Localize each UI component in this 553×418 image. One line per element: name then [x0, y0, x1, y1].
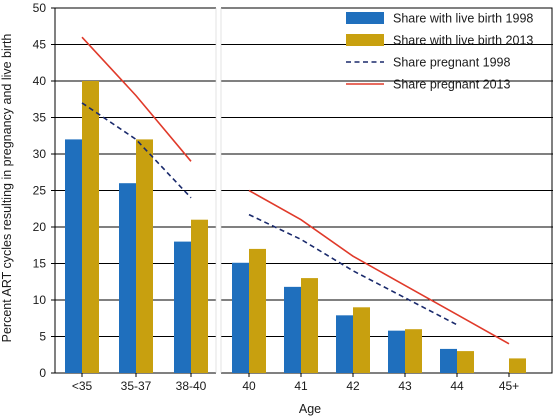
bar-live-birth-2013 — [136, 139, 153, 373]
bar-live-birth-2013 — [301, 278, 318, 373]
x-tick-label: 42 — [346, 379, 360, 393]
panel-separator — [216, 7, 221, 374]
x-tick-label: 45+ — [499, 379, 519, 393]
legend-label: Share with live birth 2013 — [393, 34, 533, 48]
x-tick-label: 43 — [398, 379, 412, 393]
bar-live-birth-1998 — [388, 330, 405, 373]
bar-live-birth-1998 — [284, 286, 301, 373]
y-tick-label: 10 — [33, 293, 47, 307]
line-pregnant-1998 — [248, 213, 458, 326]
y-tick-label: 5 — [39, 330, 46, 344]
legend-label: Share with live birth 1998 — [393, 12, 533, 26]
bar-live-birth-2013 — [249, 248, 266, 373]
x-tick-label: 41 — [294, 379, 308, 393]
line-pregnant-1998 — [81, 102, 192, 199]
bar-live-birth-1998 — [440, 348, 457, 373]
line-pregnant-2013 — [248, 189, 510, 345]
y-tick-label: 30 — [33, 147, 47, 161]
legend-swatch — [346, 34, 384, 46]
y-tick-label: 0 — [39, 366, 46, 380]
bar-live-birth-2013 — [509, 358, 526, 373]
bar-live-birth-2013 — [457, 351, 474, 373]
x-tick-label: 38-40 — [176, 379, 207, 393]
line-pregnant-2013 — [81, 36, 192, 162]
y-axis-title: Percent ART cycles resulting in pregnanc… — [0, 34, 14, 343]
line-layer — [81, 36, 510, 345]
bar-live-birth-2013 — [405, 329, 422, 373]
x-tick-label: 44 — [450, 379, 464, 393]
x-tick-label: 40 — [242, 379, 256, 393]
axis-layer: 0 5 10 15 20 25 30 35 40 45 50 <35 35-37 38-40 40 41 42 4… — [33, 1, 520, 393]
bar-live-birth-2013 — [353, 307, 370, 373]
bar-layer — [65, 81, 526, 373]
legend: Share with live birth 1998 Share with liv… — [346, 12, 533, 92]
y-tick-label: 50 — [33, 1, 47, 15]
x-axis-title: Age — [299, 402, 321, 416]
legend-label: Share pregnant 2013 — [393, 78, 511, 92]
bar-live-birth-1998 — [336, 315, 353, 373]
y-tick-label: 35 — [33, 111, 47, 125]
bar-live-birth-1998 — [119, 183, 136, 373]
x-tick-label: <35 — [72, 379, 93, 393]
legend-swatch — [346, 12, 384, 24]
y-tick-label: 40 — [33, 74, 47, 88]
bar-live-birth-1998 — [174, 241, 191, 373]
y-tick-label: 25 — [33, 184, 47, 198]
y-tick-label: 15 — [33, 257, 47, 271]
y-tick-label: 20 — [33, 220, 47, 234]
bar-live-birth-2013 — [191, 219, 208, 373]
bar-live-birth-2013 — [82, 81, 99, 373]
x-tick-label: 35-37 — [121, 379, 152, 393]
y-tick-label: 45 — [33, 38, 47, 52]
legend-label: Share pregnant 1998 — [393, 56, 511, 70]
bar-live-birth-1998 — [65, 139, 82, 373]
bar-live-birth-1998 — [232, 262, 249, 373]
